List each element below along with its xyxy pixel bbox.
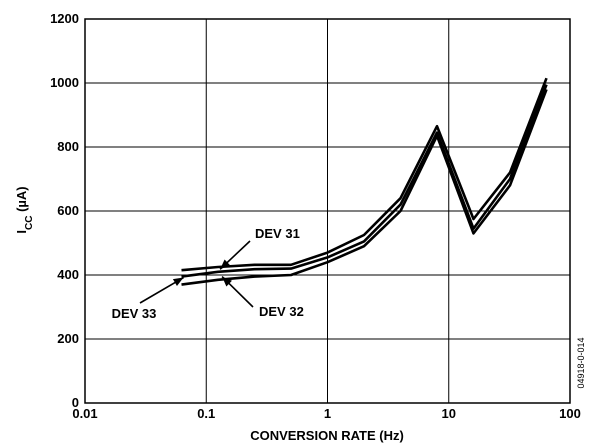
- y-axis-label-subscript: CC: [24, 216, 35, 230]
- plot-frame: [84, 18, 571, 404]
- annotation-label-dev-32: DEV 32: [259, 304, 304, 319]
- series-line-dev-33: [181, 84, 548, 278]
- x-tick-label: 10: [442, 406, 456, 421]
- figure-code: 04918-0-014: [576, 337, 586, 388]
- annotation-label-dev-33: DEV 33: [112, 306, 157, 321]
- y-tick-labels: 0 200 400 600 800 1000 1200: [50, 11, 79, 410]
- x-axis-label: CONVERSION RATE (Hz): [250, 428, 404, 443]
- y-axis-label-unit: (µA): [14, 186, 29, 215]
- annotation-arrowhead-dev-33: [172, 277, 184, 287]
- x-tick-label: 1: [324, 406, 331, 421]
- grid: [85, 19, 570, 403]
- x-tick-label: 100: [559, 406, 581, 421]
- x-tick-label: 0.01: [72, 406, 97, 421]
- series-line-dev-31: [181, 77, 548, 272]
- y-tick-label: 0: [72, 395, 79, 410]
- series-lines: [181, 77, 548, 286]
- annotation-arrowhead-dev-32: [222, 276, 232, 287]
- y-tick-label: 200: [57, 331, 79, 346]
- annotation-arrowhead-dev-31: [220, 259, 231, 270]
- y-tick-label: 1000: [50, 75, 79, 90]
- y-tick-label: 1200: [50, 11, 79, 26]
- y-tick-label: 600: [57, 203, 79, 218]
- series-line-dev-32: [181, 88, 548, 286]
- x-tick-labels: 0.01 0.1 1 10 100: [72, 406, 581, 421]
- annotation-label-dev-31: DEV 31: [255, 226, 300, 241]
- y-axis-label-main: I: [14, 230, 29, 234]
- x-tick-label: 0.1: [197, 406, 215, 421]
- y-axis-label: ICC (µA): [14, 186, 35, 233]
- y-tick-label: 800: [57, 139, 79, 154]
- annotations: DEV 31 DEV 32 DEV 33: [112, 226, 304, 321]
- y-tick-label: 400: [57, 267, 79, 282]
